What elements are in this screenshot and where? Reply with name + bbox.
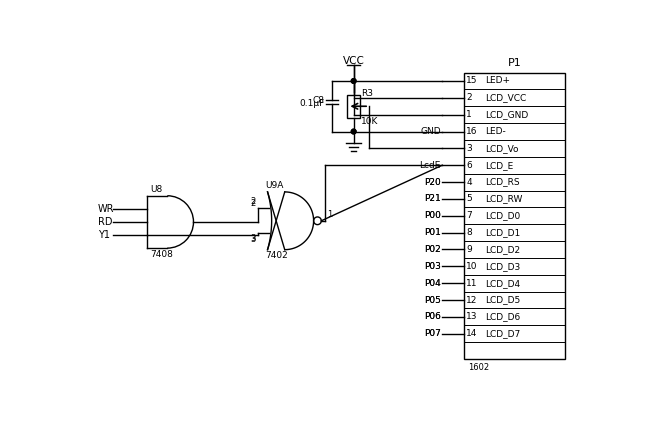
Text: LCD_D1: LCD_D1 bbox=[485, 228, 521, 237]
Text: 2: 2 bbox=[250, 198, 255, 207]
Text: P04: P04 bbox=[424, 279, 441, 288]
Text: LCD_D3: LCD_D3 bbox=[485, 262, 521, 271]
Text: P00: P00 bbox=[424, 211, 441, 220]
Text: P03: P03 bbox=[424, 262, 441, 271]
Text: P05: P05 bbox=[424, 295, 441, 305]
Text: P07: P07 bbox=[424, 329, 441, 338]
Text: GND: GND bbox=[420, 127, 441, 136]
Text: RD: RD bbox=[98, 217, 112, 227]
Text: 7402: 7402 bbox=[265, 251, 288, 261]
Text: P1: P1 bbox=[508, 57, 521, 68]
Text: LED-: LED- bbox=[485, 127, 506, 136]
Text: LCD_GND: LCD_GND bbox=[485, 110, 529, 119]
Text: 13: 13 bbox=[466, 312, 478, 321]
Text: 5: 5 bbox=[466, 194, 472, 204]
Text: LCD_Vo: LCD_Vo bbox=[485, 144, 519, 153]
Text: P20: P20 bbox=[424, 178, 441, 187]
Text: P04: P04 bbox=[424, 279, 441, 288]
Text: LCD_D7: LCD_D7 bbox=[485, 329, 521, 338]
Bar bbox=[464, 73, 566, 359]
Text: P00: P00 bbox=[424, 211, 441, 220]
Circle shape bbox=[351, 79, 356, 83]
Text: LCD_D5: LCD_D5 bbox=[485, 295, 521, 305]
Text: 10: 10 bbox=[466, 262, 478, 271]
Text: P21: P21 bbox=[424, 194, 441, 204]
Text: P06: P06 bbox=[424, 312, 441, 321]
Text: 6: 6 bbox=[466, 161, 472, 170]
Text: LCD_D2: LCD_D2 bbox=[485, 245, 521, 254]
Text: P02: P02 bbox=[424, 245, 441, 254]
Text: WR: WR bbox=[98, 204, 115, 214]
Text: 1: 1 bbox=[327, 210, 332, 219]
Text: 7408: 7408 bbox=[150, 250, 173, 259]
Text: LCD_VCC: LCD_VCC bbox=[485, 94, 527, 102]
Text: 16: 16 bbox=[466, 127, 478, 136]
Text: 14: 14 bbox=[466, 329, 477, 338]
Text: LCD_E: LCD_E bbox=[485, 161, 513, 170]
Text: VCC: VCC bbox=[343, 56, 364, 66]
Text: P02: P02 bbox=[424, 245, 441, 254]
Text: LCD_D4: LCD_D4 bbox=[485, 279, 521, 288]
Text: U8: U8 bbox=[150, 185, 162, 194]
Text: LCD_D0: LCD_D0 bbox=[485, 211, 521, 220]
Text: 4: 4 bbox=[466, 178, 472, 187]
Text: 12: 12 bbox=[466, 295, 477, 305]
Text: P06: P06 bbox=[424, 312, 441, 321]
Text: 7: 7 bbox=[466, 211, 472, 220]
Circle shape bbox=[351, 79, 356, 83]
Text: P20: P20 bbox=[424, 178, 441, 187]
Text: 15: 15 bbox=[466, 76, 478, 85]
Text: LCD_RS: LCD_RS bbox=[485, 178, 520, 187]
Text: LED+: LED+ bbox=[485, 76, 510, 85]
Text: 11: 11 bbox=[466, 279, 478, 288]
Text: LcdE: LcdE bbox=[419, 161, 441, 170]
Text: P07: P07 bbox=[424, 329, 441, 338]
Text: P01: P01 bbox=[424, 228, 441, 237]
Text: 8: 8 bbox=[466, 228, 472, 237]
Text: P03: P03 bbox=[424, 262, 441, 271]
Text: P01: P01 bbox=[424, 228, 441, 237]
Text: C8: C8 bbox=[312, 96, 325, 105]
Text: 1602: 1602 bbox=[467, 363, 489, 372]
Text: Y1: Y1 bbox=[98, 230, 110, 240]
Text: U9A: U9A bbox=[265, 181, 284, 190]
Text: 3: 3 bbox=[250, 235, 255, 244]
Text: 3: 3 bbox=[466, 144, 472, 153]
Text: 1: 1 bbox=[466, 110, 472, 119]
Text: 9: 9 bbox=[466, 245, 472, 254]
Text: P21: P21 bbox=[424, 194, 441, 204]
Circle shape bbox=[351, 129, 356, 134]
Text: 2: 2 bbox=[251, 199, 256, 208]
Text: R3: R3 bbox=[362, 89, 374, 98]
Circle shape bbox=[351, 129, 356, 134]
Text: P05: P05 bbox=[424, 295, 441, 305]
Text: 2: 2 bbox=[466, 94, 472, 102]
Text: LCD_D6: LCD_D6 bbox=[485, 312, 521, 321]
Text: 10K: 10K bbox=[362, 117, 379, 126]
Text: 3: 3 bbox=[251, 234, 256, 243]
Text: 0.1μF: 0.1μF bbox=[299, 99, 325, 108]
Bar bbox=[347, 95, 360, 118]
Text: LCD_RW: LCD_RW bbox=[485, 194, 523, 204]
